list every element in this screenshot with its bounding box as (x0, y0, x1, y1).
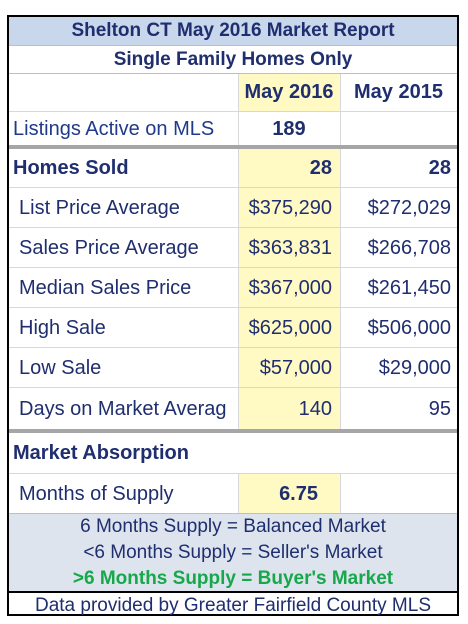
data-source-footer: Data provided by Greater Fairfield Count… (9, 591, 457, 618)
market-absorption-row: Market Absorption (9, 433, 457, 473)
homes-sold-row: Homes Sold 28 28 (9, 149, 457, 187)
legend-sellers: <6 Months Supply = Seller's Market (83, 542, 383, 563)
legend-balanced: 6 Months Supply = Balanced Market (80, 516, 386, 537)
market-report-table: Shelton CT May 2016 Market Report Single… (7, 15, 459, 616)
table-row: Median Sales Price $367,000 $261,450 (9, 267, 457, 308)
row-current: 140 (238, 388, 340, 430)
months-of-supply-prior (340, 474, 457, 514)
subtitle-row: Single Family Homes Only (9, 46, 457, 73)
row-current: $367,000 (238, 268, 340, 308)
column-header-may-2015: May 2015 (354, 81, 443, 103)
months-of-supply-label: Months of Supply (19, 482, 174, 505)
months-of-supply-row: Months of Supply 6.75 (9, 473, 457, 514)
row-current: $375,290 (238, 188, 340, 228)
table-row: Days on Market Averag 140 95 (9, 387, 457, 430)
listings-active-current: 189 (272, 117, 306, 140)
title-row: Shelton CT May 2016 Market Report (9, 17, 457, 45)
listings-active-label: Listings Active on MLS (13, 117, 215, 140)
row-current: $363,831 (238, 228, 340, 268)
row-label: Low Sale (19, 356, 102, 379)
row-label: High Sale (19, 316, 106, 339)
legend-buyers: >6 Months Supply = Buyer's Market (72, 568, 394, 589)
homes-sold-current: 28 (238, 149, 340, 187)
listings-active-prior (340, 112, 457, 146)
report-title: Shelton CT May 2016 Market Report (71, 20, 395, 41)
row-prior: $506,000 (367, 316, 451, 339)
months-of-supply-current: 6.75 (238, 474, 340, 514)
homes-sold-label: Homes Sold (13, 156, 129, 179)
listings-active-row: Listings Active on MLS 189 (9, 111, 457, 146)
row-label: Median Sales Price (19, 276, 192, 299)
row-label: Sales Price Average (19, 236, 199, 259)
row-prior: $261,450 (367, 276, 451, 299)
row-prior: 95 (428, 397, 451, 420)
table-row: List Price Average $375,290 $272,029 (9, 187, 457, 228)
table-row: High Sale $625,000 $506,000 (9, 307, 457, 348)
report-subtitle: Single Family Homes Only (113, 48, 353, 70)
row-current: $625,000 (238, 308, 340, 348)
supply-legend: 6 Months Supply = Balanced Market <6 Mon… (9, 513, 457, 592)
market-absorption-heading: Market Absorption (13, 441, 189, 464)
row-prior: $29,000 (378, 356, 451, 379)
homes-sold-prior: 28 (428, 156, 451, 179)
row-current: $57,000 (238, 348, 340, 388)
row-prior: $272,029 (367, 196, 451, 219)
table-row: Low Sale $57,000 $29,000 (9, 347, 457, 388)
column-header-may-2016: May 2016 (238, 74, 340, 111)
row-label: Days on Market Averag (19, 397, 227, 420)
column-header-row: May 2016 May 2015 (9, 74, 457, 111)
row-label: List Price Average (19, 196, 180, 219)
table-row: Sales Price Average $363,831 $266,708 (9, 227, 457, 268)
row-prior: $266,708 (367, 236, 451, 259)
